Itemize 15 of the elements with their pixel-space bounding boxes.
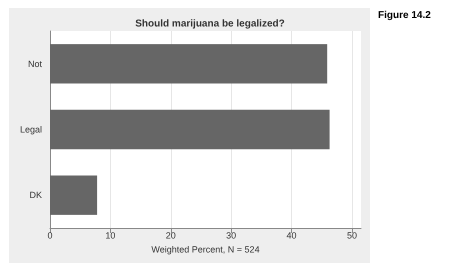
x-tick-label: 20	[166, 230, 176, 240]
chart-title: Should marijuana be legalized?	[135, 18, 285, 30]
bar	[50, 44, 328, 84]
caption: Figure 14.2	[378, 10, 431, 21]
y-tick-label: Not	[28, 58, 42, 69]
x-tick-label: 0	[47, 230, 53, 240]
x-tick-label: 40	[286, 230, 297, 240]
y-tick-label: Legal	[20, 124, 42, 134]
x-tick-label: 30	[226, 230, 236, 240]
x-axis-title: Weighted Percent, N = 524	[151, 244, 260, 254]
x-tick-label: 10	[105, 230, 116, 240]
y-tick-label: DK	[29, 190, 42, 200]
x-tick-label: 50	[346, 230, 357, 240]
bar	[50, 110, 330, 150]
bar	[50, 175, 98, 215]
